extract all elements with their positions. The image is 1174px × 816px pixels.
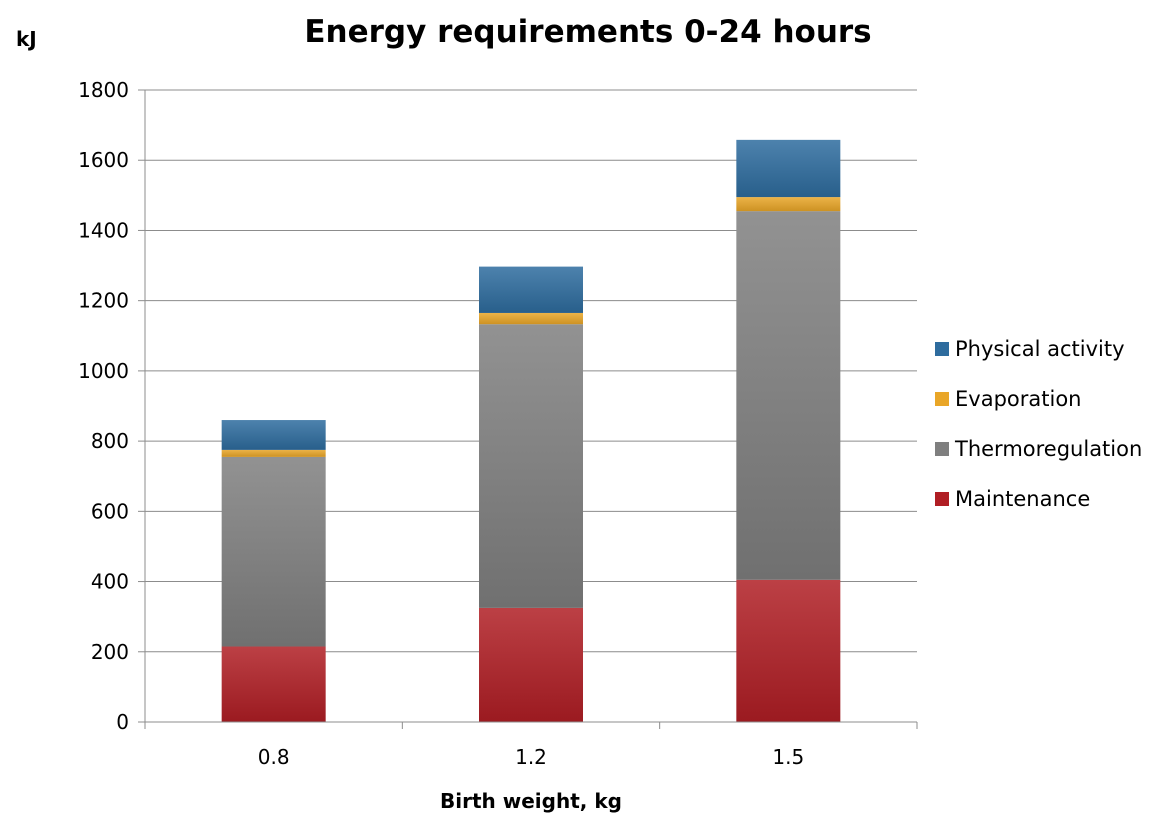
y-tick-label: 1200 xyxy=(78,289,129,313)
chart-title: Energy requirements 0-24 hours xyxy=(304,14,871,50)
bar-evaporation-0-8 xyxy=(221,449,326,457)
y-tick-label: 200 xyxy=(91,640,129,664)
y-tick-label: 1800 xyxy=(78,78,129,102)
x-tick-label: 0.8 xyxy=(258,745,290,769)
y-axis-tick-labels: 0 200 400 600 800 1000 1200 1400 1600 1800 xyxy=(78,78,145,734)
y-tick-label: 1600 xyxy=(78,148,129,172)
y-tick-label: 600 xyxy=(91,499,129,523)
axes xyxy=(144,90,917,723)
bar-physical-activity-1-2 xyxy=(479,266,583,313)
bar-maintenance-0-8 xyxy=(221,646,326,722)
x-tick-label: 1.5 xyxy=(772,745,804,769)
bar-evaporation-1-2 xyxy=(479,312,583,325)
bar-evaporation-1-5 xyxy=(736,197,841,212)
bars xyxy=(221,139,841,722)
legend-label-maintenance: Maintenance xyxy=(955,487,1090,511)
legend-swatch-evaporation xyxy=(935,392,949,406)
legend-label-thermoregulation: Thermoregulation xyxy=(954,437,1142,461)
bar-maintenance-1-5 xyxy=(736,579,841,722)
y-tick-label: 1000 xyxy=(78,359,129,383)
legend-swatch-thermoregulation xyxy=(935,442,949,456)
legend-swatch-physical-activity xyxy=(935,342,949,356)
x-axis-label: Birth weight, kg xyxy=(440,789,622,813)
bar-thermoregulation-0-8 xyxy=(221,456,326,647)
bar-physical-activity-0-8 xyxy=(221,420,326,450)
x-tick-label: 1.2 xyxy=(515,745,547,769)
legend: Physical activity Evaporation Thermoregula… xyxy=(935,337,1142,511)
bar-physical-activity-1-5 xyxy=(736,139,841,198)
y-tick-label: 800 xyxy=(91,429,129,453)
y-axis-unit-label: kJ xyxy=(16,27,37,51)
legend-label-evaporation: Evaporation xyxy=(955,387,1081,411)
y-tick-label: 400 xyxy=(91,570,129,594)
legend-swatch-maintenance xyxy=(935,492,949,506)
y-tick-label: 0 xyxy=(116,710,129,734)
y-tick-label: 1400 xyxy=(78,218,129,242)
legend-label-physical-activity: Physical activity xyxy=(955,337,1125,361)
x-axis-tick-labels: 0.8 1.2 1.5 xyxy=(144,722,918,769)
bar-maintenance-1-2 xyxy=(479,607,583,722)
bar-thermoregulation-1-2 xyxy=(479,324,583,608)
bar-thermoregulation-1-5 xyxy=(736,211,841,580)
